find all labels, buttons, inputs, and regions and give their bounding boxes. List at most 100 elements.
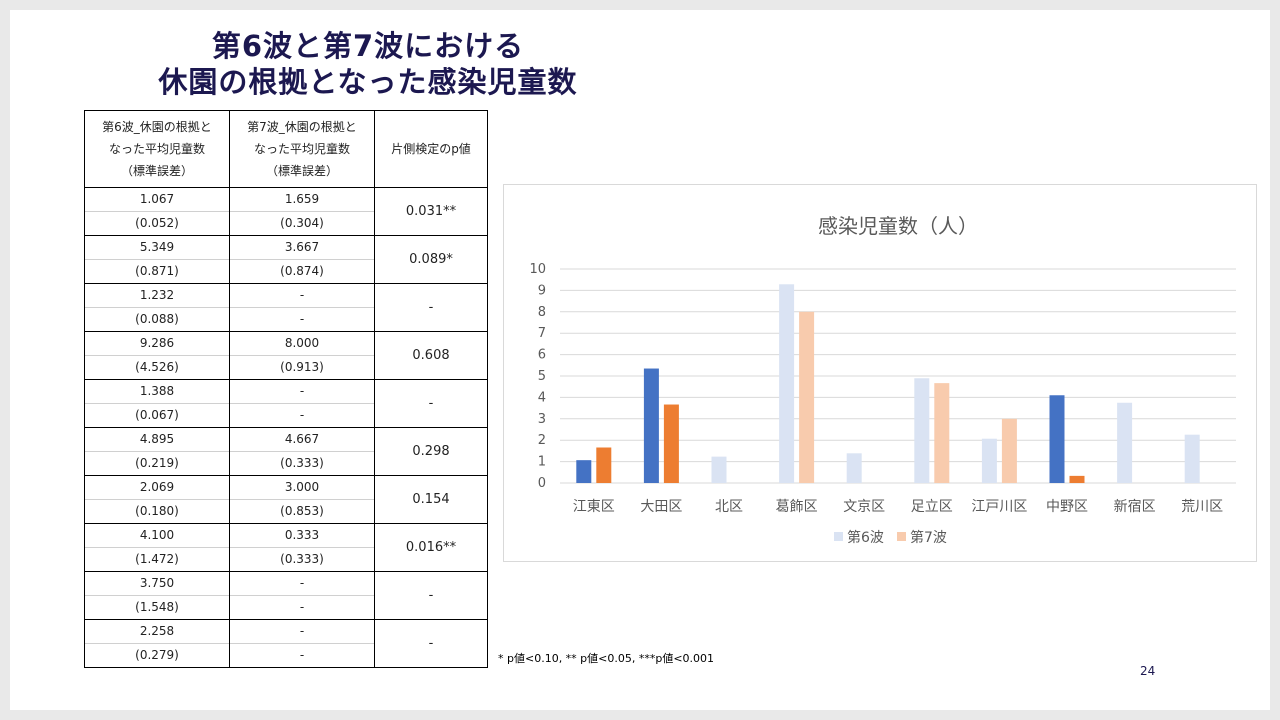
- wave7-se-cell: (0.333): [229, 547, 375, 572]
- wave7-se-cell: -: [229, 307, 375, 332]
- page-number: 24: [1140, 664, 1156, 678]
- wave7-mean-cell: -: [229, 571, 375, 596]
- wave6-se-cell: (0.871): [84, 259, 230, 284]
- y-tick-label: 3: [538, 412, 546, 427]
- wave6-mean-cell: 9.286: [84, 331, 230, 356]
- pvalue-cell: 0.298: [374, 427, 488, 476]
- wave6-se-cell: (0.279): [84, 643, 230, 668]
- legend-swatch: [897, 532, 906, 541]
- bar-chart: 感染児童数（人） 0 1 2 3 4 5 6 7 8 9 10 江東区 大田区 北区 葛飾区 文京区 足立区 江戸川…: [529, 214, 1236, 546]
- pvalue-cell: -: [374, 379, 488, 428]
- bar-wave6: [914, 378, 930, 483]
- y-tick-label: 9: [538, 283, 546, 298]
- header-wave7-line: （標準誤差）: [265, 164, 338, 178]
- pvalue-cell: 0.089*: [374, 235, 488, 284]
- y-tick-label: 4: [538, 390, 546, 405]
- header-wave7-line: 第7波_休園の根拠と: [247, 120, 357, 134]
- header-pvalue-line: 片側検定のp値: [391, 142, 471, 156]
- table-row: 5.349 3.667 0.089*: [84, 235, 488, 284]
- y-tick-label: 1: [538, 455, 546, 470]
- bar-wave7: [934, 383, 950, 483]
- wave6-se-cell: (1.472): [84, 547, 230, 572]
- pvalue-cell: 0.608: [374, 331, 488, 380]
- bar-wave7: [1001, 418, 1017, 483]
- bar-wave6: [643, 368, 659, 483]
- wave6-mean-cell: 1.232: [84, 283, 230, 308]
- wave7-mean-cell: 1.659: [229, 187, 375, 212]
- wave7-se-cell: (0.333): [229, 451, 375, 476]
- x-tick-label: 荒川区: [1181, 499, 1223, 515]
- wave6-mean-cell: 2.258: [84, 619, 230, 644]
- wave7-mean-cell: 3.000: [229, 475, 375, 500]
- table-row: 2.258- -: [84, 619, 488, 668]
- wave7-se-cell: -: [229, 403, 375, 428]
- wave7-mean-cell: 0.333: [229, 523, 375, 548]
- y-tick-label: 7: [538, 326, 546, 341]
- legend-label: 第7波: [910, 529, 947, 546]
- table-row: 4.895 4.667 0.298: [84, 427, 488, 476]
- x-tick-label: 葛飾区: [776, 499, 818, 515]
- y-tick-label: 2: [538, 433, 546, 448]
- wave6-mean-cell: 3.750: [84, 571, 230, 596]
- table-row-se: (0.052) (0.304): [84, 211, 488, 236]
- wave6-se-cell: (1.548): [84, 595, 230, 620]
- table-row: 2.069 3.000 0.154: [84, 475, 488, 524]
- bar-wave7: [663, 404, 679, 483]
- bar-wave6: [711, 456, 727, 483]
- slide: 第6波と第7波における 休園の根拠となった感染児童数 第6波_休園の根拠と なっ…: [10, 10, 1270, 710]
- wave7-se-cell: (0.913): [229, 355, 375, 380]
- x-tick-label: 中野区: [1046, 499, 1088, 515]
- pvalue-cell: 0.154: [374, 475, 488, 524]
- legend-swatch: [834, 532, 843, 541]
- x-tick-label: 文京区: [843, 499, 885, 515]
- y-tick-label: 8: [538, 305, 546, 320]
- bar-wave7: [1069, 475, 1085, 483]
- wave6-se-cell: (0.219): [84, 451, 230, 476]
- wave6-se-cell: (0.180): [84, 499, 230, 524]
- pvalue-cell: 0.031**: [374, 187, 488, 236]
- wave6-se-cell: (0.067): [84, 403, 230, 428]
- bar-wave6: [1117, 402, 1133, 483]
- wave6-mean-cell: 5.349: [84, 235, 230, 260]
- bar-wave6: [981, 438, 997, 483]
- wave7-se-cell: -: [229, 595, 375, 620]
- x-tick-label: 大田区: [640, 499, 682, 515]
- table-row: 4.100 0.333 0.016**: [84, 523, 488, 572]
- title-line-1: 第6波と第7波における: [211, 29, 525, 63]
- wave6-se-cell: (0.088): [84, 307, 230, 332]
- table-row: 3.750- -: [84, 571, 488, 620]
- pvalue-cell: 0.016**: [374, 523, 488, 572]
- table-row: 1.388- -: [84, 379, 488, 428]
- table-row-se: (0.088) -: [84, 307, 488, 332]
- table-header-row: 第6波_休園の根拠と なった平均児童数 （標準誤差） 第7波_休園の根拠と なっ…: [84, 110, 488, 188]
- y-tick-label: 10: [529, 262, 546, 277]
- title-line-2: 休園の根拠となった感染児童数: [158, 65, 578, 99]
- header-wave6-line: 第6波_休園の根拠と: [102, 120, 212, 134]
- legend-label: 第6波: [847, 529, 884, 546]
- x-tick-label: 足立区: [911, 499, 953, 515]
- wave7-se-cell: -: [229, 643, 375, 668]
- bar-wave7: [596, 447, 612, 483]
- wave6-mean-cell: 1.067: [84, 187, 230, 212]
- wave6-se-cell: (4.526): [84, 355, 230, 380]
- table-row: 1.067 1.659 0.031**: [84, 187, 488, 236]
- header-pvalue: 片側検定のp値: [374, 110, 488, 188]
- table-row-se: (0.279) -: [84, 643, 488, 668]
- significance-footnote: * p値<0.10, ** p値<0.05, ***p値<0.001: [498, 652, 715, 665]
- bar-wave6: [846, 453, 862, 483]
- wave7-mean-cell: 8.000: [229, 331, 375, 356]
- wave6-mean-cell: 2.069: [84, 475, 230, 500]
- y-tick-label: 5: [538, 369, 546, 384]
- bar-wave6: [576, 460, 592, 483]
- bar-wave6: [779, 284, 795, 483]
- wave6-mean-cell: 1.388: [84, 379, 230, 404]
- chart-panel: 感染児童数（人） 0 1 2 3 4 5 6 7 8 9 10 江東区 大田区 北区 葛飾区 文京区 足立区 江戸川…: [503, 184, 1257, 562]
- wave7-se-cell: (0.874): [229, 259, 375, 284]
- x-tick-label: 江戸川区: [971, 499, 1027, 515]
- x-tick-label: 新宿区: [1114, 498, 1156, 515]
- header-wave6: 第6波_休園の根拠と なった平均児童数 （標準誤差）: [84, 110, 230, 188]
- bar-wave6: [1184, 434, 1200, 483]
- wave7-mean-cell: -: [229, 619, 375, 644]
- chart-title: 感染児童数（人）: [818, 214, 978, 238]
- wave7-mean-cell: 3.667: [229, 235, 375, 260]
